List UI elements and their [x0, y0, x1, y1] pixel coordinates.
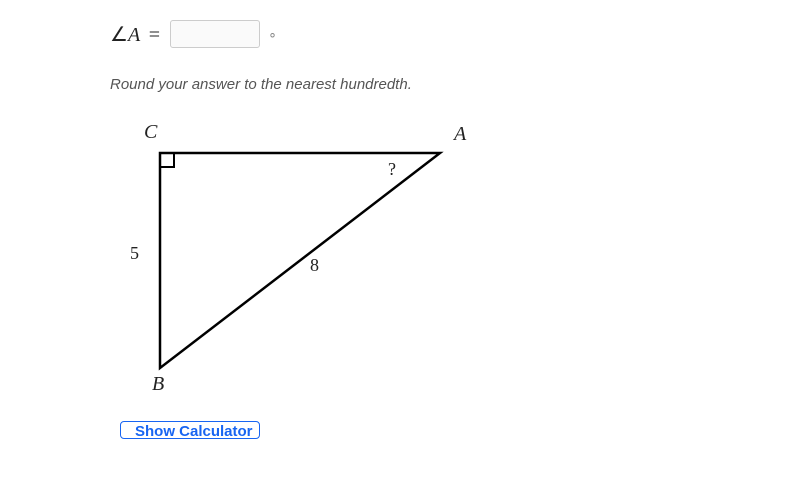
vertex-label-c: C [144, 121, 157, 144]
angle-letter: A [128, 24, 140, 46]
vertex-label-a: A [454, 123, 466, 146]
side-label-ba: 8 [310, 255, 319, 276]
triangle-diagram: C A B 5 8 ? [120, 123, 480, 403]
angle-expression: ∠A = [110, 22, 164, 47]
equals-sign: = [149, 24, 160, 46]
triangle-svg [120, 123, 480, 403]
angle-question-mark: ? [388, 159, 396, 180]
instruction-text: Round your answer to the nearest hundred… [110, 76, 690, 93]
angle-input-row: ∠A = ∘ [110, 20, 690, 48]
angle-input[interactable] [170, 20, 260, 48]
vertex-label-b: B [152, 373, 164, 396]
angle-symbol: ∠ [110, 24, 128, 46]
side-label-cb: 5 [130, 243, 139, 264]
show-calculator-button[interactable]: Show Calculator [120, 421, 260, 439]
degree-symbol: ∘ [268, 26, 277, 43]
